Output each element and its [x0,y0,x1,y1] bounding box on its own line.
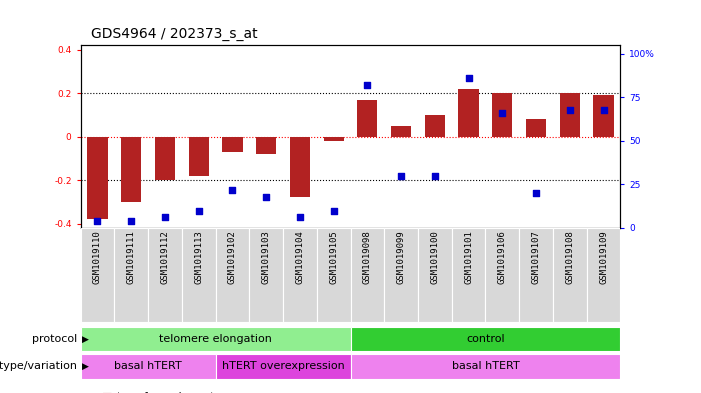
Bar [418,228,451,322]
Text: telomere elongation: telomere elongation [159,334,272,344]
Bar [492,93,512,136]
Point [362,82,373,88]
Text: GDS4964 / 202373_s_at: GDS4964 / 202373_s_at [91,28,258,41]
Point [261,193,272,200]
Bar [283,228,317,322]
Text: GSM1019110: GSM1019110 [93,230,102,284]
Bar [216,354,350,379]
Bar [81,354,216,379]
Text: GSM1019103: GSM1019103 [261,230,271,284]
Bar [458,89,479,136]
Bar [290,136,310,197]
Text: hTERT overexpression: hTERT overexpression [222,362,344,371]
Text: GSM1019112: GSM1019112 [161,230,170,284]
Bar [324,136,343,141]
Text: GSM1019104: GSM1019104 [295,230,304,284]
Text: transformed count: transformed count [117,392,215,393]
Bar [350,228,384,322]
Bar [559,93,580,136]
Text: GSM1019101: GSM1019101 [464,230,473,284]
Text: GSM1019100: GSM1019100 [430,230,440,284]
Bar [593,95,613,136]
Bar [148,228,182,322]
Text: GSM1019113: GSM1019113 [194,230,203,284]
Bar [114,228,148,322]
Text: GSM1019107: GSM1019107 [531,230,540,284]
Bar [189,136,209,176]
Bar [88,136,108,219]
Point [564,107,576,113]
Text: genotype/variation: genotype/variation [0,362,77,371]
Text: basal hTERT: basal hTERT [451,362,519,371]
Bar [155,136,175,180]
Text: GSM1019109: GSM1019109 [599,230,608,284]
Bar [451,228,485,322]
Point [159,214,170,220]
Bar [81,228,114,322]
Bar [81,327,350,351]
Bar [425,115,445,136]
Point [598,107,609,113]
Text: protocol: protocol [32,334,77,344]
Text: GSM1019108: GSM1019108 [565,230,574,284]
Point [227,187,238,193]
Text: GSM1019099: GSM1019099 [397,230,406,284]
Bar [317,228,350,322]
Bar [222,136,243,152]
Text: ▶: ▶ [82,334,89,343]
Text: ■: ■ [102,392,112,393]
Bar [519,228,553,322]
Point [429,173,440,179]
Point [395,173,407,179]
Bar [121,136,142,202]
Text: GSM1019098: GSM1019098 [363,230,372,284]
Point [125,218,137,224]
Bar [553,228,587,322]
Bar [256,136,276,154]
Text: GSM1019102: GSM1019102 [228,230,237,284]
Bar [526,119,546,136]
Text: ▶: ▶ [82,362,89,371]
Point [531,190,542,196]
Text: basal hTERT: basal hTERT [114,362,182,371]
Text: GSM1019106: GSM1019106 [498,230,507,284]
Bar [587,228,620,322]
Point [463,75,474,81]
Point [193,208,204,214]
Text: GSM1019105: GSM1019105 [329,230,338,284]
Bar [350,327,620,351]
Text: GSM1019111: GSM1019111 [127,230,136,284]
Bar [485,228,519,322]
Text: control: control [466,334,505,344]
Bar [391,126,411,136]
Point [92,218,103,224]
Point [294,214,306,220]
Bar [358,99,378,136]
Bar [350,354,620,379]
Bar [384,228,418,322]
Bar [182,228,216,322]
Point [328,208,339,214]
Point [497,110,508,116]
Bar [216,228,250,322]
Bar [250,228,283,322]
